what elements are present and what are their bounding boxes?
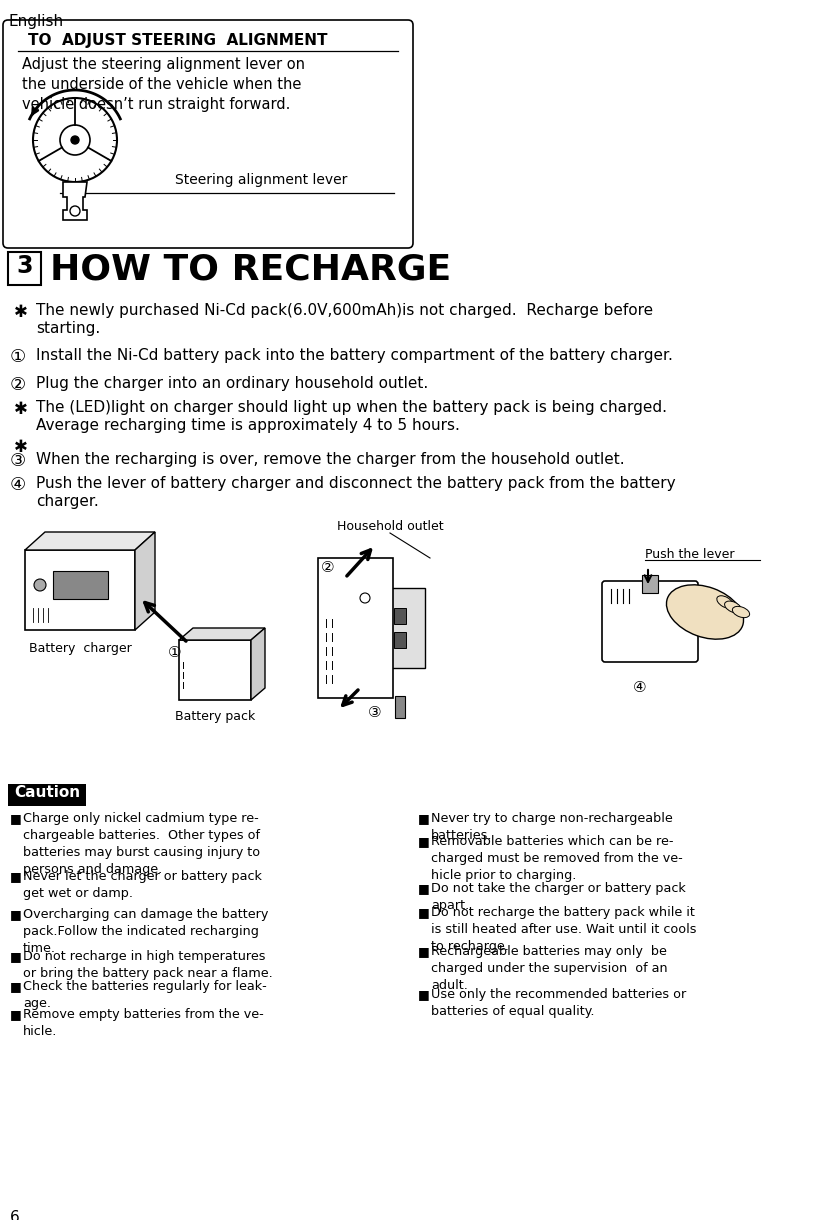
- Text: Do not recharge the battery pack while it
is still heated after use. Wait until : Do not recharge the battery pack while i…: [431, 906, 696, 953]
- Text: ③: ③: [10, 451, 26, 470]
- Text: Steering alignment lever: Steering alignment lever: [175, 173, 347, 187]
- Text: Do not recharge in high temperatures
or bring the battery pack near a flame.: Do not recharge in high temperatures or …: [23, 950, 273, 980]
- Bar: [179, 640, 251, 700]
- Text: ■: ■: [418, 988, 430, 1000]
- Bar: [375, 588, 425, 669]
- Text: Average recharging time is approximately 4 to 5 hours.: Average recharging time is approximately…: [36, 418, 460, 433]
- Text: 6: 6: [10, 1210, 20, 1220]
- Text: starting.: starting.: [36, 321, 100, 336]
- Text: ■: ■: [418, 813, 430, 825]
- Text: Push the lever: Push the lever: [645, 548, 735, 561]
- Text: Rechargeable batteries may only  be
charged under the supervision  of an
adult.: Rechargeable batteries may only be charg…: [431, 946, 667, 992]
- Text: ■: ■: [10, 870, 22, 883]
- Text: The newly purchased Ni-Cd pack(6.0V,600mAh)is not charged.  Recharge before: The newly purchased Ni-Cd pack(6.0V,600m…: [36, 303, 653, 318]
- Text: ①: ①: [168, 645, 182, 660]
- Text: the underside of the vehicle when the: the underside of the vehicle when the: [22, 77, 301, 92]
- Circle shape: [360, 593, 370, 603]
- Text: ✱: ✱: [14, 400, 28, 418]
- Bar: [25, 550, 135, 630]
- Text: ■: ■: [10, 1008, 22, 1021]
- Bar: [642, 575, 658, 593]
- Bar: [318, 558, 393, 698]
- Circle shape: [71, 135, 79, 144]
- Text: ■: ■: [418, 834, 430, 848]
- Text: Battery  charger: Battery charger: [29, 642, 131, 655]
- Bar: [8, 784, 86, 806]
- Ellipse shape: [732, 606, 749, 617]
- Circle shape: [34, 580, 46, 590]
- Text: Use only the recommended batteries or
batteries of equal quality.: Use only the recommended batteries or ba…: [431, 988, 686, 1017]
- Text: ✱: ✱: [14, 438, 28, 456]
- Text: Do not take the charger or battery pack
apart.: Do not take the charger or battery pack …: [431, 882, 686, 913]
- Text: Household outlet: Household outlet: [337, 520, 443, 533]
- Polygon shape: [63, 182, 87, 220]
- Text: English: English: [8, 13, 63, 29]
- Text: Check the batteries regularly for leak-
age.: Check the batteries regularly for leak- …: [23, 980, 267, 1010]
- Text: Caution: Caution: [14, 784, 80, 800]
- Text: Plug the charger into an ordinary household outlet.: Plug the charger into an ordinary househ…: [36, 376, 428, 390]
- Text: ④: ④: [10, 476, 26, 494]
- Text: ■: ■: [418, 906, 430, 919]
- Bar: [394, 608, 406, 623]
- Text: Adjust the steering alignment lever on: Adjust the steering alignment lever on: [22, 57, 305, 72]
- Text: ②: ②: [10, 376, 26, 394]
- Text: ②: ②: [321, 560, 335, 575]
- Text: HOW TO RECHARGE: HOW TO RECHARGE: [50, 253, 451, 285]
- Text: ■: ■: [418, 882, 430, 895]
- Text: Push the lever of battery charger and disconnect the battery pack from the batte: Push the lever of battery charger and di…: [36, 476, 676, 490]
- Text: ■: ■: [418, 946, 430, 958]
- Text: Install the Ni-Cd battery pack into the battery compartment of the battery charg: Install the Ni-Cd battery pack into the …: [36, 348, 673, 364]
- Text: ①: ①: [10, 348, 26, 366]
- Bar: [395, 695, 405, 719]
- Bar: [8, 253, 41, 285]
- Text: ④: ④: [633, 680, 647, 695]
- Polygon shape: [179, 628, 265, 641]
- Text: Never try to charge non-rechargeable
batteries.: Never try to charge non-rechargeable bat…: [431, 813, 672, 842]
- Text: ③: ③: [369, 705, 382, 720]
- Text: Charge only nickel cadmium type re-
chargeable batteries.  Other types of
batter: Charge only nickel cadmium type re- char…: [23, 813, 260, 876]
- Ellipse shape: [717, 595, 733, 609]
- Text: Battery pack: Battery pack: [175, 710, 256, 723]
- FancyBboxPatch shape: [3, 20, 413, 248]
- Bar: [53, 571, 108, 599]
- Text: ■: ■: [10, 980, 22, 993]
- Polygon shape: [25, 532, 155, 550]
- Text: The (LED)light on charger should light up when the battery pack is being charged: The (LED)light on charger should light u…: [36, 400, 667, 415]
- Polygon shape: [251, 628, 265, 700]
- Text: ■: ■: [10, 950, 22, 963]
- Text: ■: ■: [10, 813, 22, 825]
- Bar: [394, 632, 406, 648]
- Text: TO  ADJUST STEERING  ALIGNMENT: TO ADJUST STEERING ALIGNMENT: [28, 33, 328, 48]
- Text: Overcharging can damage the battery
pack.Follow the indicated recharging
time.: Overcharging can damage the battery pack…: [23, 908, 269, 955]
- Text: ✱: ✱: [14, 303, 28, 321]
- Text: When the recharging is over, remove the charger from the household outlet.: When the recharging is over, remove the …: [36, 451, 625, 467]
- Polygon shape: [135, 532, 155, 630]
- Text: Remove empty batteries from the ve-
hicle.: Remove empty batteries from the ve- hicl…: [23, 1008, 264, 1038]
- Text: ■: ■: [10, 908, 22, 921]
- Text: vehicle doesn’t run straight forward.: vehicle doesn’t run straight forward.: [22, 98, 291, 112]
- Text: Removable batteries which can be re-
charged must be removed from the ve-
hicle : Removable batteries which can be re- cha…: [431, 834, 683, 882]
- Ellipse shape: [725, 601, 741, 612]
- Text: Never let the charger or battery pack
get wet or damp.: Never let the charger or battery pack ge…: [23, 870, 262, 900]
- Text: charger.: charger.: [36, 494, 99, 509]
- Ellipse shape: [667, 584, 744, 639]
- FancyBboxPatch shape: [602, 581, 698, 662]
- Text: 3: 3: [16, 254, 33, 278]
